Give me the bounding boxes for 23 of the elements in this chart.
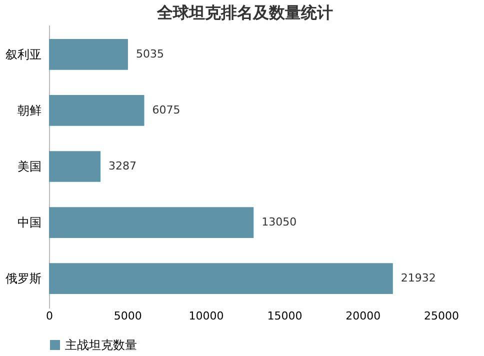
data-label: 3287 [108, 160, 137, 172]
y-tick-label: 中国 [18, 216, 42, 230]
data-label: 21932 [400, 272, 436, 285]
bar [49, 207, 254, 238]
chart-title: 全球坦克排名及数量统计 [156, 3, 333, 22]
bar [49, 151, 101, 182]
bar [49, 39, 128, 70]
x-tick-label: 5000 [114, 310, 142, 322]
y-tick-label: 美国 [18, 160, 42, 174]
x-tick-label: 20000 [346, 310, 381, 322]
data-label: 13050 [262, 216, 297, 229]
x-tick-label: 25000 [424, 310, 459, 322]
x-tick-label: 0 [46, 310, 53, 322]
x-tick-label: 10000 [188, 310, 224, 322]
x-tick-label: 15000 [267, 310, 302, 322]
data-label: 6075 [152, 103, 180, 116]
legend-label: 主战坦克数量 [65, 338, 137, 352]
y-tick-label: 俄罗斯 [6, 272, 42, 286]
bar [49, 95, 144, 126]
y-tick-label: 叙利亚 [6, 47, 42, 62]
y-tick-label: 朝鲜 [18, 103, 42, 118]
data-label: 5035 [136, 47, 164, 60]
bar [49, 263, 393, 294]
